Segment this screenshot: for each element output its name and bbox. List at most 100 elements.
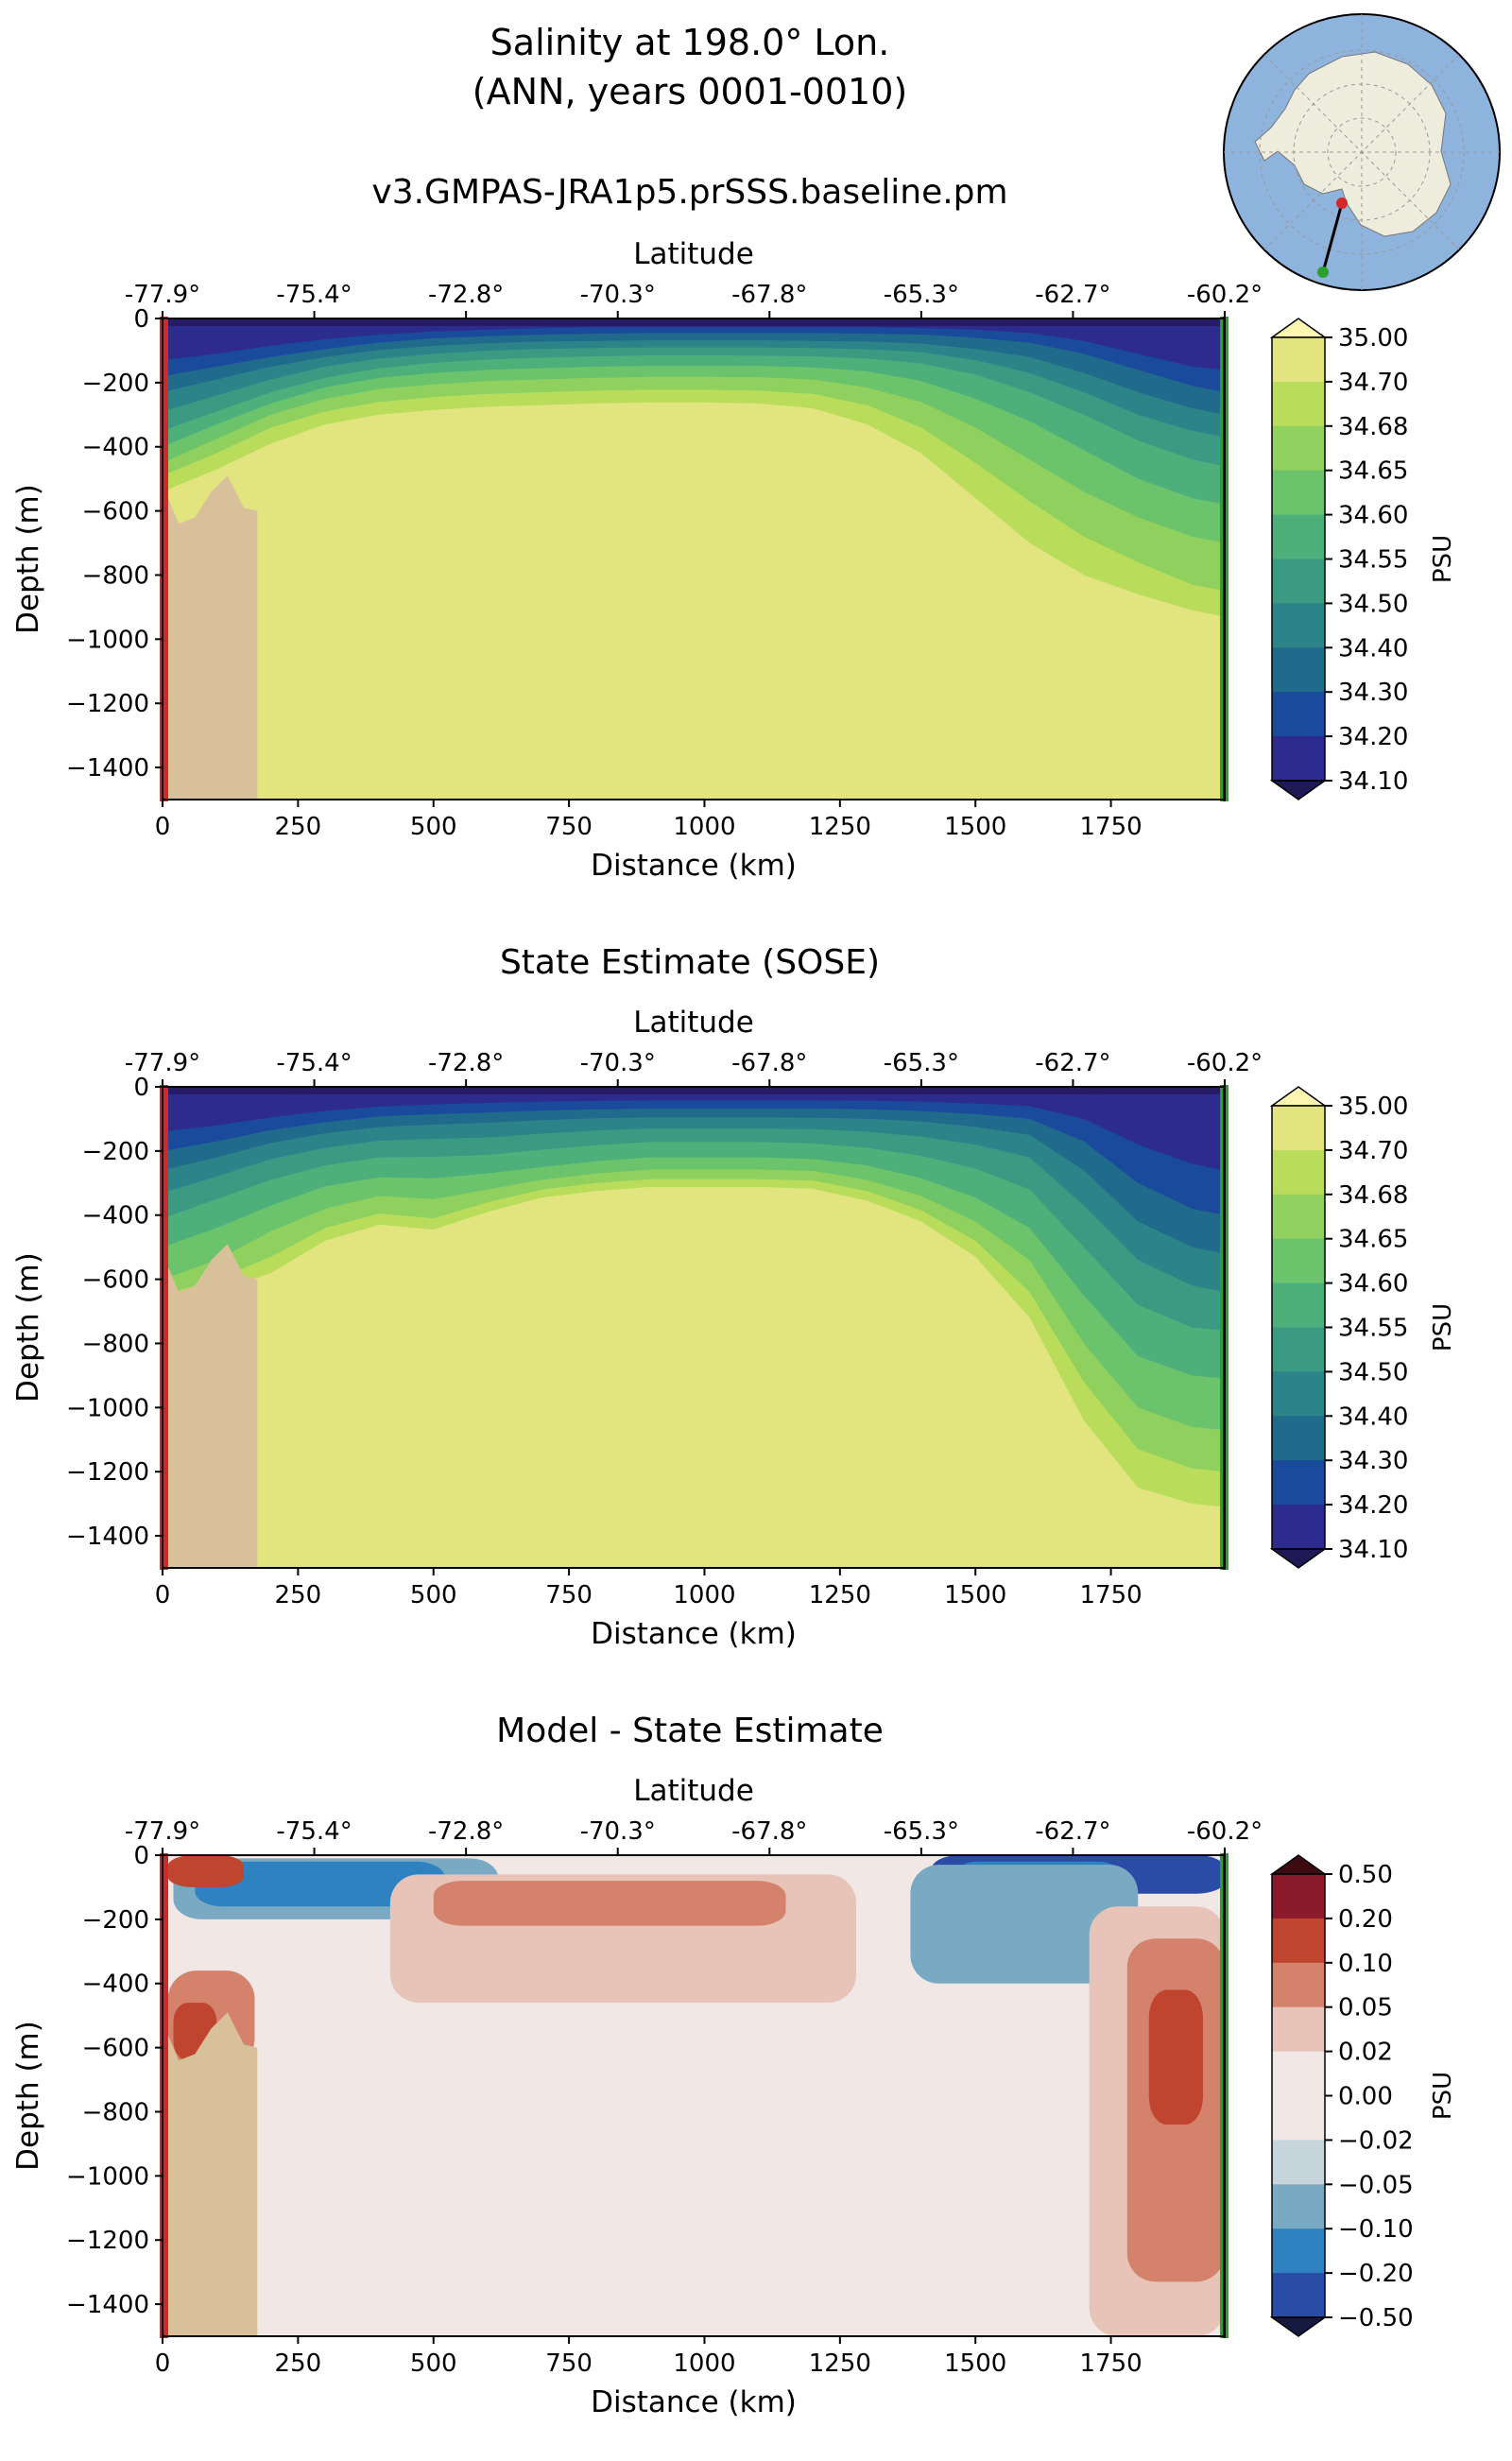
colorbar-segment [1272, 736, 1325, 782]
panel-3: Model - State Estimate 0 250 500 750 1000 1250… [11, 1712, 1457, 2419]
y-tick-label: −200 [82, 370, 149, 398]
colorbar-tick-label: 0.00 [1338, 2083, 1393, 2111]
y-tick-label: −1400 [66, 1523, 149, 1551]
colorbar-tick-label: 34.20 [1338, 723, 1408, 751]
colorbar-segment [1272, 1194, 1325, 1240]
colorbar-segment [1272, 2095, 1325, 2141]
transect-start-line [160, 317, 168, 801]
x-axis-label: Distance (km) [591, 1617, 797, 1651]
colorbar-tick-label: 34.30 [1338, 1447, 1408, 1475]
salinity-surface-band [163, 1087, 1225, 1094]
y-axis-label: Depth (m) [11, 484, 45, 634]
x-tick-label: 1750 [1079, 813, 1142, 841]
y-tick-label: −600 [82, 2035, 149, 2063]
colorbar-tick-label: 34.70 [1338, 1137, 1408, 1165]
latitude-axis-label: Latitude [633, 1774, 754, 1808]
colorbar-segment [1272, 2006, 1325, 2053]
panel-2: State Estimate (SOSE) 0 250 500 750 1000 1250 1… [11, 943, 1457, 1651]
y-tick-label: −1000 [66, 1394, 149, 1422]
colorbar-segment [1272, 1327, 1325, 1372]
figure-title-line1: Salinity at 198.0° Lon. [490, 22, 890, 63]
colorbar-segment [1272, 647, 1325, 693]
x-tick-label: 750 [545, 813, 593, 841]
colorbar-extend-top [1269, 318, 1328, 338]
x-tick-label: 250 [275, 1581, 322, 1609]
colorbar-tick-label: 34.60 [1338, 1270, 1408, 1299]
colorbar-segment [1272, 1106, 1325, 1151]
lat-tick-label: -62.7° [1035, 1817, 1110, 1846]
y-tick-label: −600 [82, 1266, 149, 1295]
colorbar-tick-label: 34.20 [1338, 1491, 1408, 1520]
x-tick-label: 500 [410, 2349, 457, 2378]
colorbar-unit-label: PSU [1429, 535, 1457, 583]
colorbar-tick-label: −0.50 [1338, 2304, 1414, 2332]
colorbar-extend-top [1269, 1086, 1328, 1107]
colorbar-tick-label: 34.50 [1338, 1358, 1408, 1386]
y-tick-label: −400 [82, 1202, 149, 1230]
lat-tick-label: -75.4° [276, 1817, 352, 1846]
plot-frame [162, 318, 1226, 800]
colorbar-segment [1272, 2140, 1325, 2185]
y-tick-label: −800 [82, 2098, 149, 2126]
panel-title: Model - State Estimate [496, 1712, 884, 1750]
colorbar-tick-label: 34.60 [1338, 502, 1408, 530]
y-axis-label: Depth (m) [11, 1252, 45, 1403]
colorbar-tick-label: 0.02 [1338, 2039, 1393, 2067]
transect-start-marker [1336, 198, 1348, 209]
plot-area [163, 1087, 1225, 1568]
colorbar-tick-label: 34.10 [1338, 767, 1408, 796]
salinity-band [163, 1087, 1225, 1293]
latitude-axis-label: Latitude [633, 237, 754, 271]
y-tick-label: −1200 [66, 690, 149, 718]
colorbar-extend-bottom [1269, 1548, 1328, 1569]
x-tick-label: 1500 [944, 2349, 1006, 2378]
x-tick-label: 1500 [944, 813, 1006, 841]
lat-tick-label: -75.4° [276, 1049, 352, 1077]
lat-tick-label: -60.2° [1187, 1817, 1263, 1846]
colorbar-tick-label: 34.70 [1338, 369, 1408, 397]
transect-line [1321, 202, 1344, 273]
y-tick-label: 0 [133, 1842, 149, 1870]
colorbar-tick-label: 34.68 [1338, 413, 1408, 441]
colorbar-extend-bottom [1269, 780, 1328, 800]
y-axis-label: Depth (m) [11, 2021, 45, 2171]
colorbar-tick-label: 34.10 [1338, 1536, 1408, 1564]
colorbar-segment [1272, 1918, 1325, 1964]
x-tick-label: 1000 [673, 2349, 735, 2378]
panel-title: v3.GMPAS-JRA1p5.prSSS.baseline.pm [371, 173, 1007, 212]
seafloor-bathymetry [163, 2012, 258, 2336]
colorbar-segment [1272, 559, 1325, 604]
plot-frame [162, 1086, 1226, 1569]
colorbar-segment [1272, 381, 1325, 427]
x-axis-label: Distance (km) [591, 849, 797, 883]
lat-tick-label: -60.2° [1187, 281, 1263, 309]
x-tick-label: 1750 [1079, 2349, 1142, 2378]
y-tick-label: −200 [82, 1138, 149, 1166]
lat-tick-label: -62.7° [1035, 1049, 1110, 1077]
colorbar-segment [1272, 2273, 1325, 2318]
seafloor-bathymetry [163, 1244, 258, 1568]
lat-tick-label: -77.9° [125, 281, 200, 309]
x-tick-label: 0 [155, 2349, 171, 2378]
y-tick-label: −1000 [66, 2162, 149, 2191]
colorbar-segment [1272, 1371, 1325, 1417]
x-axis-label: Distance (km) [591, 2385, 797, 2419]
x-tick-label: 1000 [673, 1581, 735, 1609]
x-tick-label: 0 [155, 1581, 171, 1609]
salinity-band [163, 318, 1225, 370]
salinity-band [163, 318, 1225, 415]
colorbar-extend-bottom [1269, 2316, 1328, 2337]
salinity-surface-band [163, 318, 1225, 326]
y-tick-label: −200 [82, 1906, 149, 1935]
lat-tick-label: -77.9° [125, 1817, 200, 1846]
colorbar-tick-label: 34.65 [1338, 457, 1408, 486]
latitude-axis-label: Latitude [633, 1006, 754, 1040]
colorbar-segment [1272, 603, 1325, 648]
colorbar-tick-label: −0.20 [1338, 2260, 1414, 2288]
colorbar: 0.50 0.20 0.10 0.05 0.02 0.00 −0.02 −0.05 −0.10 −… [1269, 1854, 1457, 2337]
transect-end-marker [1317, 267, 1329, 278]
colorbar-segment [1272, 1149, 1325, 1196]
x-tick-label: 1750 [1079, 1581, 1142, 1609]
lat-tick-label: -65.3° [884, 1817, 959, 1846]
